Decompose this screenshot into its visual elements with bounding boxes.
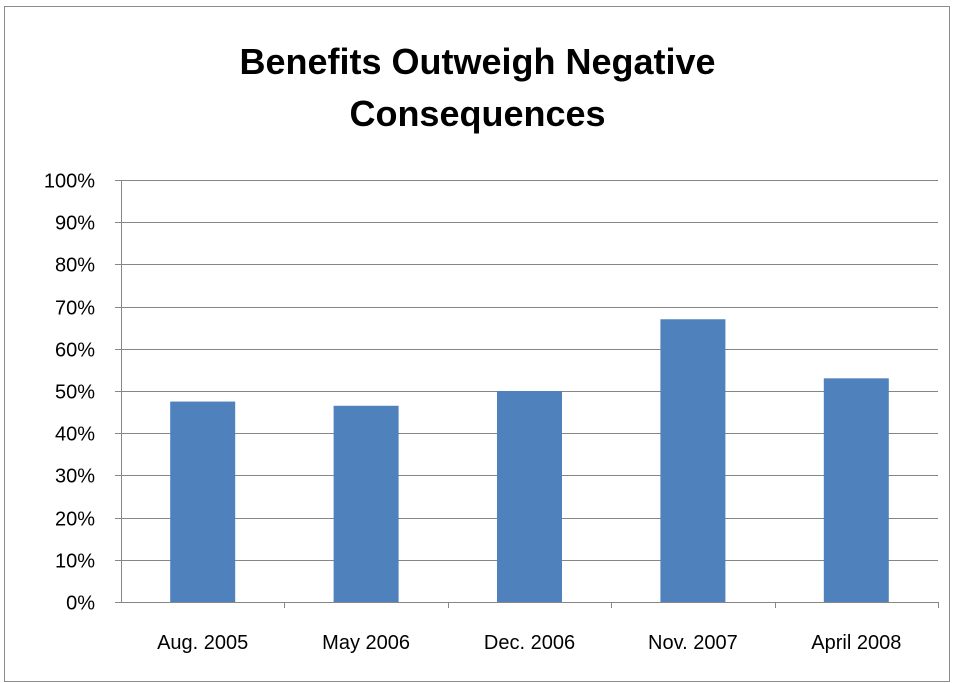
- y-tick-label: 80%: [55, 255, 95, 277]
- y-tick-label: 10%: [55, 551, 95, 573]
- bar: [497, 391, 562, 602]
- y-tick-label: 70%: [55, 298, 95, 320]
- y-tick-label: 20%: [55, 509, 95, 531]
- y-tick-label: 0%: [66, 593, 95, 615]
- y-tick-label: 100%: [44, 171, 95, 193]
- chart-title: Benefits Outweigh Negative Consequences: [0, 36, 955, 140]
- x-category-label: Nov. 2007: [648, 632, 738, 654]
- chart-frame: [4, 6, 950, 682]
- x-category-label: May 2006: [322, 632, 410, 654]
- chart-title-line-1: Benefits Outweigh Negative: [239, 41, 716, 82]
- bar: [660, 319, 726, 602]
- y-tick-label: 50%: [55, 382, 95, 404]
- bars: [170, 319, 889, 602]
- axis-labels: 0% 10% 20% 30% 40% 50% 60% 70% 80% 90% 100% Aug. 20…: [44, 171, 901, 655]
- chart-title-line-2: Consequences: [349, 93, 606, 134]
- bar: [823, 378, 889, 602]
- axes: [115, 180, 939, 608]
- y-tick-label: 90%: [55, 213, 95, 235]
- x-category-label: Aug. 2005: [157, 632, 248, 654]
- x-category-label: April 2008: [811, 632, 901, 654]
- y-tick-label: 30%: [55, 466, 95, 488]
- y-tick-label: 60%: [55, 340, 95, 362]
- x-category-label: Dec. 2006: [484, 632, 575, 654]
- bar: [333, 405, 399, 602]
- y-tick-label: 40%: [55, 424, 95, 446]
- bar: [170, 401, 236, 602]
